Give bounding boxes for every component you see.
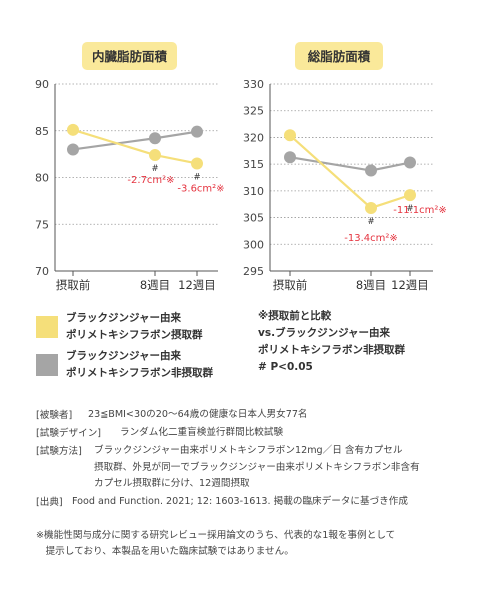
visceral-sig-mark: # <box>151 164 158 174</box>
study-subjects: [被験者] 23≦BMI<30の20〜64歳の健康な日本人男女77名 <box>36 407 486 425</box>
study-source: [出典] Food and Function. 2021; 12: 1603-1… <box>36 494 486 512</box>
visceral-change-label: -2.7cm²※ <box>127 175 174 186</box>
totalfat-y-tick-label: 310 <box>243 185 264 198</box>
totalfat-y-tick-label: 300 <box>243 238 264 251</box>
totalfat-y-tick-label: 305 <box>243 212 264 225</box>
visceral-series-treated-point <box>149 149 161 162</box>
significance-note: ※摂取前と比較 vs.ブラックジンジャー由来 ポリメトキシフラボン非摂取群 # … <box>258 310 405 373</box>
visceral-x-tick-label: 8週目 <box>140 278 170 292</box>
totalfat-y-tick-label: 315 <box>243 158 264 171</box>
totalfat-series-treated-point <box>365 201 377 214</box>
totalfat-y-tick-label: 295 <box>243 265 264 278</box>
study-design: [試験デザイン] ランダム化二重盲検並行群間比較試験 <box>36 425 486 443</box>
visceral-y-tick-label: 85 <box>35 125 49 138</box>
totalfat-series-treated-line <box>289 134 411 210</box>
legend-item-untreated: ブラックジンジャー由来 ポリメトキシフラボン非摂取群 <box>36 348 276 382</box>
totalfat-y-tick-label: 330 <box>243 78 264 91</box>
study-design-label: [試験デザイン] <box>36 428 102 439</box>
totalfat-y-tick-label: 320 <box>243 131 264 144</box>
visceral-x-tick-label: 摂取前 <box>56 278 91 292</box>
totalfat-x-tick-label: 8週目 <box>356 278 386 292</box>
visceral-series-treated-point <box>191 157 203 170</box>
study-design-value: ランダム化二重盲検並行群間比較試験 <box>120 427 284 438</box>
total-fat-chart: 総脂肪面積 295 300 305 310 315 320 325 330 摂取前 8週目 12週目 #… <box>243 42 447 292</box>
legend-swatch-treated <box>36 316 58 338</box>
visceral-y-tick-label: 70 <box>35 265 49 278</box>
visceral-sig-mark: # <box>193 172 200 182</box>
study-source-label: [出典] <box>36 497 63 508</box>
visceral-y-tick-label: 75 <box>35 218 49 231</box>
study-subjects-value: 23≦BMI<30の20〜64歳の健康な日本人男女77名 <box>88 409 308 420</box>
totalfat-change-label: -11.1cm²※ <box>393 205 447 216</box>
visceral-title-bg <box>82 42 177 70</box>
study-method: [試験方法] ブラックジンジャー由来ポリメトキシフラボン12mg／日 含有カプセ… <box>36 443 486 494</box>
totalfat-sig-mark: # <box>367 217 374 227</box>
legend-item-treated: ブラックジンジャー由来 ポリメトキシフラボン摂取群 <box>36 310 276 344</box>
totalfat-x-tick-label: 12週目 <box>391 278 429 292</box>
totalfat-sig-mark: # <box>406 204 413 214</box>
study-source-value: Food and Function. 2021; 12: 1603-1613. … <box>72 496 408 507</box>
totalfat-title: 総脂肪面積 <box>308 49 371 64</box>
legend-swatch-untreated <box>36 354 58 376</box>
totalfat-change-label: -13.4cm²※ <box>344 233 398 244</box>
visceral-series-untreated-line <box>72 130 198 151</box>
visceral-y-tick-label: 90 <box>35 78 49 91</box>
totalfat-series-untreated-point <box>365 164 377 177</box>
totalfat-series-untreated-line <box>289 156 411 172</box>
totalfat-y-tick-label: 325 <box>243 105 264 118</box>
study-subjects-label: [被験者] <box>36 410 73 421</box>
disclaimer-note: ※機能性関与成分に関する研究レビュー採用論文のうち、代表的な1報を事例として 提… <box>36 530 396 557</box>
totalfat-x-tick-label: 摂取前 <box>273 278 308 292</box>
totalfat-series-untreated-point <box>284 151 296 164</box>
legend-label-treated: ブラックジンジャー由来 ポリメトキシフラボン摂取群 <box>66 312 203 341</box>
visceral-series-treated-point <box>67 123 79 136</box>
totalfat-series-treated-point <box>284 129 296 142</box>
visceral-series-untreated-point <box>149 132 161 145</box>
totalfat-title-bg <box>295 42 383 70</box>
legend-label-untreated: ブラックジンジャー由来 ポリメトキシフラボン非摂取群 <box>66 350 213 379</box>
visceral-series-untreated-point <box>67 143 79 156</box>
totalfat-series-treated-point <box>404 189 416 202</box>
study-method-value: ブラックジンジャー由来ポリメトキシフラボン12mg／日 含有カプセル 摂取群、外… <box>94 445 420 489</box>
totalfat-series-untreated-point <box>404 156 416 169</box>
visceral-y-tick-label: 80 <box>35 172 49 185</box>
visceral-change-label: -3.6cm²※ <box>177 183 224 194</box>
visceral-series-untreated-point <box>191 125 203 138</box>
study-details: [被験者] 23≦BMI<30の20〜64歳の健康な日本人男女77名 [試験デザ… <box>36 407 486 512</box>
study-method-label: [試験方法] <box>36 446 82 457</box>
visceral-x-tick-label: 12週目 <box>178 278 216 292</box>
visceral-title: 内臓脂肪面積 <box>92 49 168 64</box>
